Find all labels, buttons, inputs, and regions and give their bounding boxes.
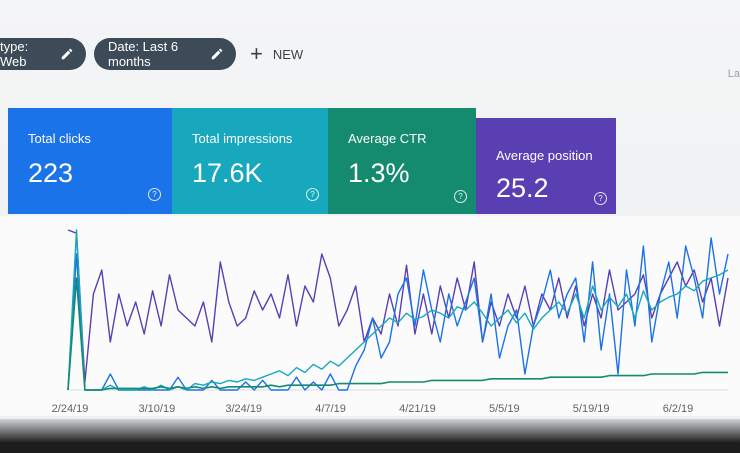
filter-bar: type: Web Date: Last 6 months + NEW <box>0 36 740 72</box>
x-tick-label: 3/24/19 <box>225 403 263 415</box>
x-tick-label: 2/24/19 <box>51 403 89 415</box>
average-position-label: Average position <box>496 148 593 163</box>
new-filter-button[interactable]: + NEW <box>250 38 303 70</box>
average-ctr-value: 1.3% <box>348 158 410 188</box>
impressions-series-line <box>67 229 729 391</box>
ctr-series-line <box>67 277 728 391</box>
new-filter-label: NEW <box>272 46 304 62</box>
cropped-header-text: La <box>727 68 740 80</box>
pencil-icon[interactable] <box>60 47 74 61</box>
date-filter-label: Date: Last 6 months <box>108 39 179 69</box>
x-tick-label: 4/21/19 <box>399 403 436 415</box>
average-ctr-card[interactable]: Average CTR 1.3% ? <box>328 108 476 214</box>
search-type-filter-label: type: Web <box>0 39 29 69</box>
metric-cards: Total clicks 223 ? Total impressions 17.… <box>8 108 628 214</box>
help-icon[interactable]: ? <box>454 190 467 203</box>
x-tick-label: 3/10/19 <box>138 403 176 415</box>
x-tick-label: 4/7/19 <box>315 403 346 415</box>
x-tick-label: 5/19/19 <box>572 403 610 415</box>
help-icon[interactable]: ? <box>306 188 319 201</box>
performance-chart[interactable]: 2/24/19 3/10/19 3/24/19 4/7/19 4/21/19 5/5/19… <box>0 216 740 416</box>
total-clicks-value: 223 <box>28 158 74 188</box>
help-icon[interactable]: ? <box>594 192 607 205</box>
average-position-card[interactable]: Average position 25.2 ? <box>476 118 616 214</box>
search-type-filter-chip[interactable]: type: Web <box>0 38 86 70</box>
monitor-bezel <box>0 419 740 453</box>
x-tick-label: 6/2/19 <box>662 403 694 415</box>
pencil-icon[interactable] <box>210 47 224 61</box>
total-clicks-label: Total clicks <box>28 131 91 146</box>
total-impressions-label: Total impressions <box>192 131 293 146</box>
performance-chart-svg <box>67 229 729 391</box>
average-ctr-label: Average CTR <box>348 131 427 146</box>
x-tick-label: 5/5/19 <box>488 403 520 415</box>
total-impressions-value: 17.6K <box>192 158 263 188</box>
help-icon[interactable]: ? <box>148 188 161 201</box>
date-filter-chip[interactable]: Date: Last 6 months <box>94 38 236 70</box>
total-clicks-card[interactable]: Total clicks 223 ? <box>8 108 172 214</box>
position-series-line <box>67 229 729 383</box>
total-impressions-card[interactable]: Total impressions 17.6K ? <box>172 108 328 214</box>
average-position-value: 25.2 <box>496 173 549 203</box>
clicks-series-line <box>67 237 729 391</box>
plus-icon: + <box>250 41 263 66</box>
